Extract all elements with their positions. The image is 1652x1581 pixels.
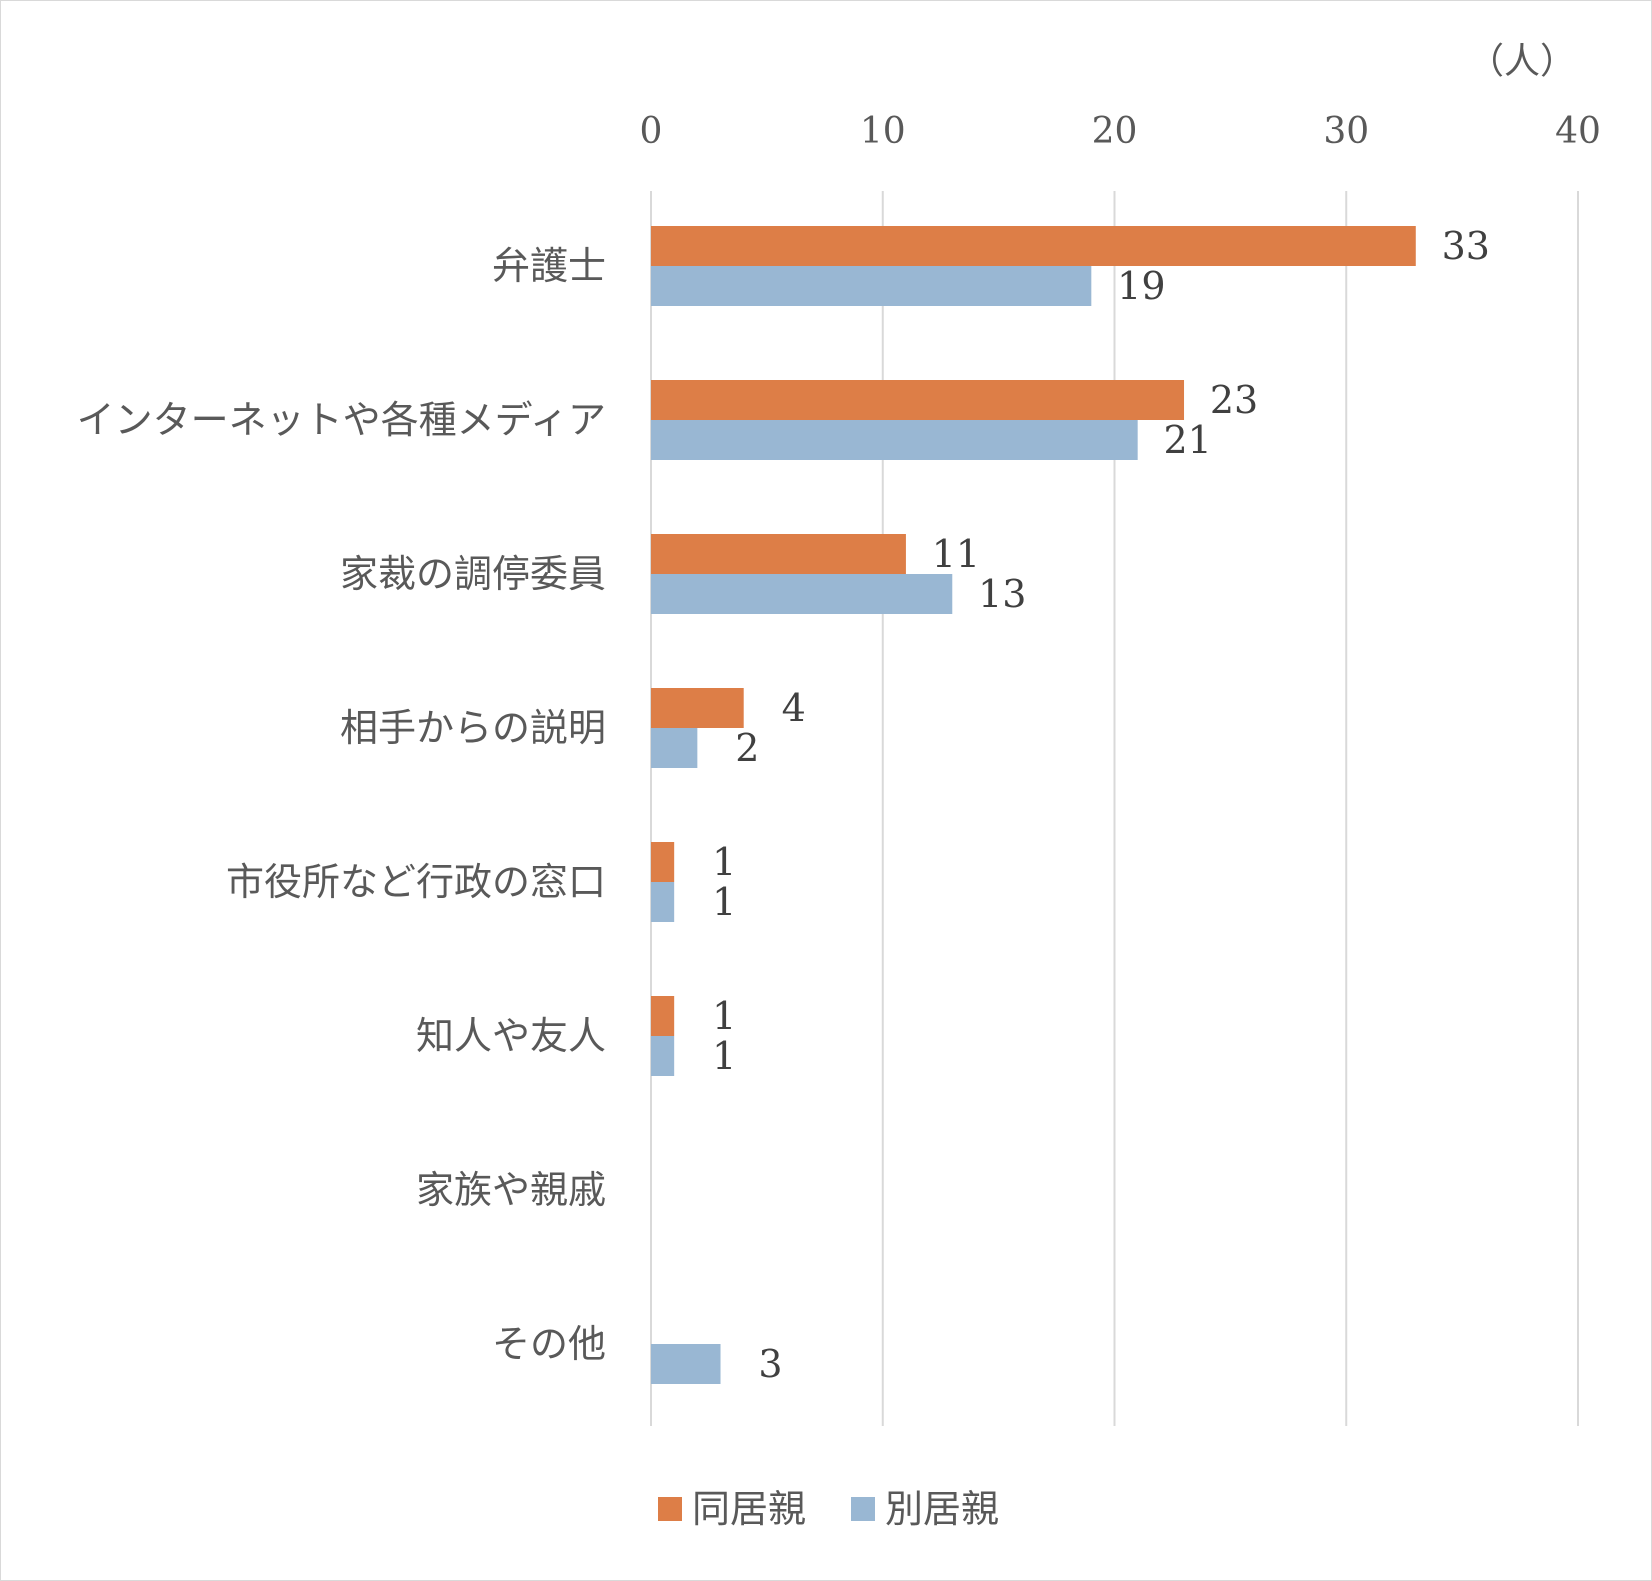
bar-series1-2 [651, 380, 1185, 420]
category-labels: 弁護士インターネットや各種メディア家裁の調停委員相手からの説明市役所など行政の窓… [77, 244, 606, 1366]
data-label-series1-4: 4 [782, 686, 806, 730]
x-axis-ticks: 0 10 20 30 40 [640, 111, 1601, 152]
category-label-2: インターネットや各種メディア [77, 398, 606, 442]
category-label-7: 家族や親戚 [416, 1168, 606, 1212]
x-tick-label-0: 0 [640, 111, 663, 152]
data-label-series2-5: 1 [712, 880, 736, 924]
bar-series2-6 [651, 1036, 675, 1076]
legend-label-2: 別居親 [885, 1487, 999, 1531]
bar-series1-1 [651, 226, 1416, 266]
unit-label: （人） [1468, 41, 1576, 82]
legend-label-1: 同居親 [692, 1487, 806, 1531]
x-tick-label-10: 10 [860, 111, 906, 152]
bar-series2-4 [651, 728, 698, 768]
legend: 同居親 別居親 [658, 1487, 999, 1531]
category-label-5: 市役所など行政の窓口 [226, 860, 606, 904]
x-tick-label-20: 20 [1092, 111, 1138, 152]
bar-series1-5 [651, 842, 675, 882]
data-label-series2-6: 1 [712, 1034, 736, 1078]
bar-series2-2 [651, 420, 1138, 460]
bar-series2-5 [651, 882, 675, 922]
data-label-series1-1: 33 [1442, 224, 1490, 268]
category-label-3: 家裁の調停委員 [340, 552, 606, 596]
category-label-1: 弁護士 [492, 244, 606, 288]
bar-series2-8 [651, 1344, 721, 1384]
data-label-series2-1: 19 [1117, 264, 1165, 308]
data-label-series2-4: 2 [735, 726, 759, 770]
legend-swatch-2 [851, 1497, 875, 1521]
data-label-series2-3: 13 [978, 572, 1026, 616]
data-label-series2-2: 21 [1163, 418, 1211, 462]
data-label-series1-2: 23 [1210, 378, 1258, 422]
bar-series2-1 [651, 266, 1092, 306]
bar-series1-6 [651, 996, 675, 1036]
bar-series1-4 [651, 688, 744, 728]
x-tick-label-40: 40 [1555, 111, 1601, 152]
data-label-series1-6: 1 [712, 994, 736, 1038]
bar-series1-3 [651, 534, 906, 574]
data-label-series2-8: 3 [758, 1342, 782, 1386]
x-tick-label-30: 30 [1323, 111, 1369, 152]
legend-swatch-1 [658, 1497, 682, 1521]
data-label-series1-3: 11 [932, 532, 980, 576]
bar-series2-3 [651, 574, 953, 614]
category-label-4: 相手からの説明 [340, 706, 606, 750]
category-label-6: 知人や友人 [416, 1014, 606, 1058]
gridlines [650, 191, 1579, 1426]
bars [651, 226, 1416, 1384]
category-label-8: その他 [492, 1322, 606, 1366]
data-label-series1-5: 1 [712, 840, 736, 884]
